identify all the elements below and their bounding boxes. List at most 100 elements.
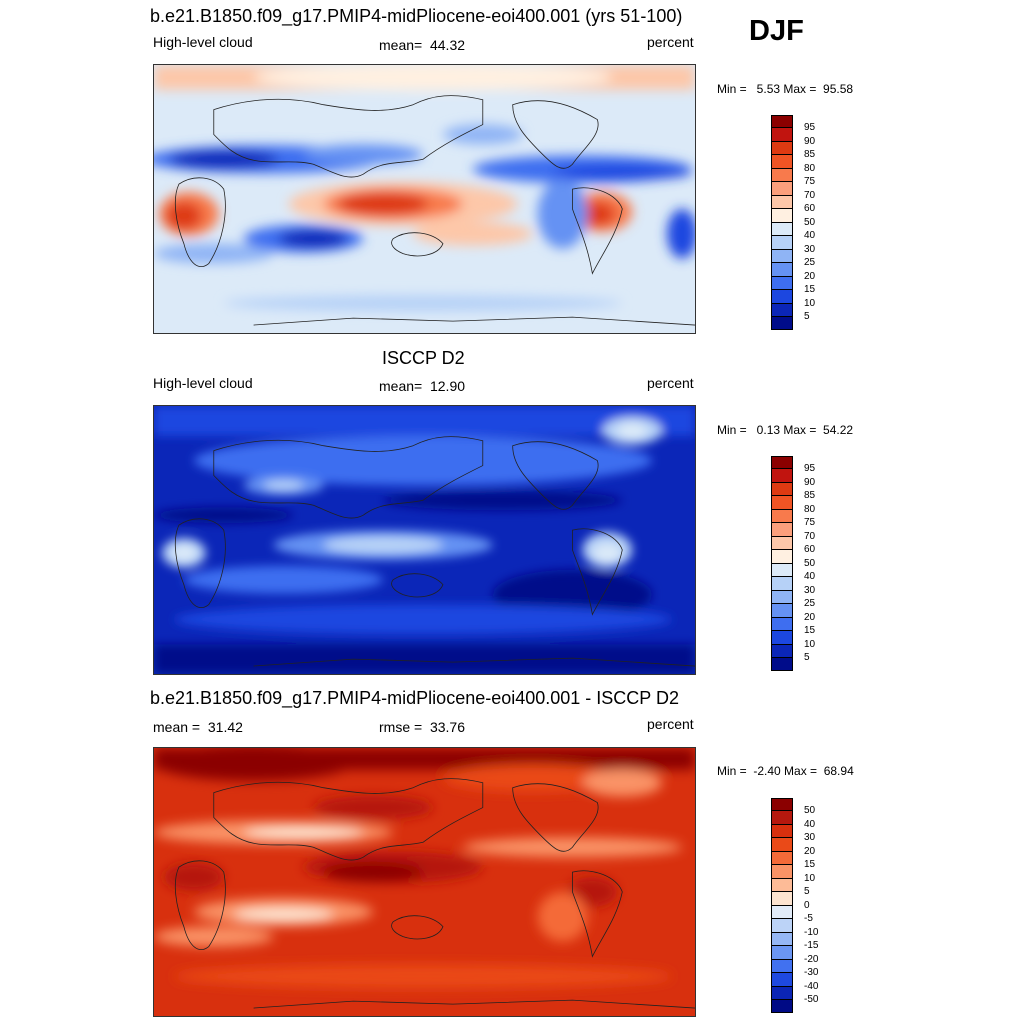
panel-model-title: b.e21.B1850.f09_g17.PMIP4-midPliocene-eo…: [150, 6, 683, 26]
map-model-high-cloud: [153, 64, 696, 334]
colorbar-diff-label: 0: [804, 900, 810, 911]
colorbar-model-label: 90: [804, 136, 816, 147]
colorbar-diff-label: 40: [804, 819, 816, 830]
colorbar-obs-swatch: [771, 537, 793, 550]
colorbar-diff-swatch: [771, 852, 793, 865]
colorbar-model-label: 85: [804, 149, 816, 160]
colorbar-obs-label: 5: [804, 652, 810, 663]
colorbar-model-label: 40: [804, 230, 816, 241]
colorbar-obs-swatch: [771, 631, 793, 645]
colorbar-obs-swatch: [771, 469, 793, 483]
colorbar-obs-swatch: [771, 564, 793, 577]
colorbar-diff-label: 30: [804, 832, 816, 843]
colorbar-diff-swatch: [771, 1000, 793, 1013]
colorbar-model-swatch: [771, 223, 793, 236]
map-obs-field: [154, 406, 695, 674]
colorbar-model-swatch: [771, 142, 793, 155]
colorbar-obs-swatch: [771, 483, 793, 496]
panel-model-variable: High-level cloud: [153, 34, 253, 50]
colorbar-diff-swatch: [771, 865, 793, 879]
colorbar-model-label: 80: [804, 163, 816, 174]
colorbar-diff-label: -10: [804, 927, 819, 938]
panel-model-units: percent: [647, 34, 694, 50]
colorbar-model-label: 95: [804, 122, 816, 133]
colorbar-diff-label: -15: [804, 940, 819, 951]
map-diff-high-cloud: [153, 747, 696, 1017]
panel-diff-title: b.e21.B1850.f09_g17.PMIP4-midPliocene-eo…: [150, 688, 679, 708]
map-obs-high-cloud: [153, 405, 696, 675]
colorbar-diff-swatch: [771, 973, 793, 987]
panel-obs-title: ISCCP D2: [382, 348, 465, 368]
colorbar-diff-label: -40: [804, 981, 819, 992]
panel-diff-rmse: rmse = 33.76: [379, 719, 465, 735]
colorbar-model-label: 15: [804, 284, 816, 295]
panel-model-mean: mean= 44.32: [379, 37, 466, 53]
colorbar-diff-label: 15: [804, 859, 816, 870]
colorbar-obs-label: 90: [804, 477, 816, 488]
colorbar-obs-label: 50: [804, 558, 816, 569]
colorbar-obs-swatch: [771, 645, 793, 658]
map-model-field: [154, 65, 695, 333]
panel-obs-minmax: Min = 0.13 Max = 54.22: [717, 423, 854, 437]
colorbar-obs-label: 60: [804, 544, 816, 555]
colorbar-diff-label: 50: [804, 805, 816, 816]
colorbar-model-swatch: [771, 128, 793, 142]
colorbar-model-label: 10: [804, 298, 816, 309]
colorbar-model-swatch: [771, 209, 793, 223]
colorbar-obs-label: 40: [804, 571, 816, 582]
colorbar-model-label: 30: [804, 244, 816, 255]
colorbar-obs-swatch: [771, 604, 793, 618]
colorbar-diff-swatch: [771, 919, 793, 933]
colorbar-model-swatch: [771, 317, 793, 330]
colorbar-obs-label: 10: [804, 639, 816, 650]
colorbar-diff-swatch: [771, 838, 793, 852]
colorbar-obs-label: 75: [804, 517, 816, 528]
colorbar-obs-swatch: [771, 591, 793, 604]
colorbar-obs-label: 85: [804, 490, 816, 501]
colorbar-diff-swatch: [771, 825, 793, 838]
colorbar-diff-swatch: [771, 892, 793, 906]
colorbar-obs-label: 80: [804, 504, 816, 515]
panel-diff-minmax: Min = -2.40 Max = 68.94: [717, 764, 854, 778]
colorbar-diff-swatch: [771, 906, 793, 919]
colorbar-diff-label: -50: [804, 994, 819, 1005]
colorbar-obs-swatch: [771, 550, 793, 564]
season-label: DJF: [749, 15, 804, 47]
colorbar-diff-swatch: [771, 879, 793, 892]
colorbar-diff-label: -20: [804, 954, 819, 965]
colorbar-diff-swatch: [771, 811, 793, 825]
panel-obs-variable: High-level cloud: [153, 375, 253, 391]
colorbar-model-swatch: [771, 182, 793, 196]
colorbar-model-label: 70: [804, 190, 816, 201]
panel-diff-mean: mean = 31.42: [153, 719, 243, 735]
colorbar-diff-label: 10: [804, 873, 816, 884]
map-diff-field: [154, 748, 695, 1016]
colorbar-diff-label: 5: [804, 886, 810, 897]
colorbar-model-swatch: [771, 236, 793, 250]
colorbar-obs-label: 15: [804, 625, 816, 636]
colorbar-obs-swatch: [771, 658, 793, 671]
colorbar-model-swatch: [771, 277, 793, 290]
colorbar-obs-label: 70: [804, 531, 816, 542]
colorbar-diff-swatch: [771, 798, 793, 811]
colorbar-model-swatch: [771, 169, 793, 182]
colorbar-model-label: 75: [804, 176, 816, 187]
colorbar-obs-swatch: [771, 456, 793, 469]
colorbar-diff-label: 20: [804, 846, 816, 857]
colorbar-model-swatch: [771, 115, 793, 128]
colorbar-model-swatch: [771, 155, 793, 169]
colorbar-diff-swatch: [771, 946, 793, 960]
panel-diff-units: percent: [647, 716, 694, 732]
colorbar-model-swatch: [771, 250, 793, 263]
colorbar-obs-label: 95: [804, 463, 816, 474]
colorbar-model-label: 20: [804, 271, 816, 282]
colorbar-obs-swatch: [771, 496, 793, 510]
colorbar-model-label: 60: [804, 203, 816, 214]
colorbar-obs-label: 20: [804, 612, 816, 623]
colorbar-obs-swatch: [771, 577, 793, 591]
colorbar-obs-label: 25: [804, 598, 816, 609]
colorbar-diff-label: -5: [804, 913, 813, 924]
colorbar-model-label: 5: [804, 311, 810, 322]
colorbar-obs-swatch: [771, 510, 793, 523]
colorbar-obs-swatch: [771, 523, 793, 537]
